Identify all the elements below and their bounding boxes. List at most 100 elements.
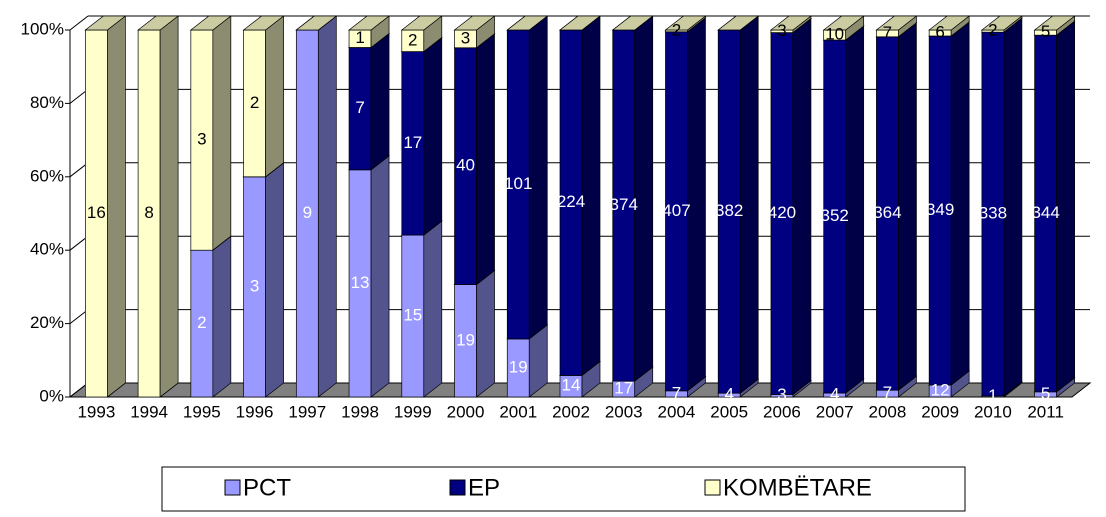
- bar-side: [423, 36, 443, 236]
- data-label: 101: [504, 174, 532, 193]
- bar-segment: [295, 15, 338, 398]
- x-tick-label: 2002: [552, 402, 590, 421]
- data-label: 10: [825, 24, 844, 43]
- bar-top: [453, 15, 496, 31]
- bar-top: [348, 15, 391, 31]
- data-label: 8: [144, 203, 153, 222]
- data-label: 7: [672, 383, 681, 402]
- data-label: 2: [988, 21, 997, 40]
- data-label: 5: [1041, 22, 1050, 41]
- y-tick-label: 40%: [30, 240, 64, 259]
- bar-top: [980, 15, 1023, 31]
- data-label: 2: [250, 93, 259, 112]
- data-label: 14: [562, 376, 581, 395]
- data-label: 5: [1041, 384, 1050, 403]
- bar-top: [400, 15, 443, 31]
- bar-segment: [348, 15, 391, 49]
- data-label: 12: [931, 380, 950, 399]
- data-label: 224: [557, 192, 585, 211]
- bar-segment: [558, 15, 602, 31]
- x-tick-label: 1999: [394, 402, 432, 421]
- data-label: 4: [830, 384, 839, 403]
- bar-top: [506, 15, 549, 31]
- y-tick-label: 80%: [30, 93, 64, 112]
- bar-side: [370, 155, 390, 398]
- grid-line: [69, 382, 89, 398]
- bar-side: [423, 220, 443, 398]
- data-label: 3: [197, 130, 206, 149]
- x-tick-label: 2001: [499, 402, 537, 421]
- grid-line: [69, 235, 89, 251]
- y-tick-label: 100%: [21, 19, 64, 38]
- bar-side: [476, 33, 495, 286]
- y-tick-label: 60%: [30, 166, 64, 185]
- bar-segment: [928, 15, 971, 37]
- data-label: 16: [87, 203, 106, 222]
- data-label: 40: [456, 156, 475, 175]
- bar-side: [212, 15, 232, 251]
- bar-top: [822, 15, 865, 31]
- bar-segment: [348, 155, 391, 398]
- legend-label: KOMBËTARE: [723, 474, 872, 501]
- bar-top: [1033, 15, 1076, 31]
- bar-side: [317, 15, 337, 398]
- bar-top: [84, 15, 127, 31]
- legend-swatch: [224, 479, 241, 496]
- bar-segment: [242, 15, 285, 178]
- x-tick-label: 2009: [921, 402, 959, 421]
- bar-side: [212, 235, 232, 398]
- data-label: 19: [456, 330, 475, 349]
- data-label: 6: [935, 22, 944, 41]
- data-label: 1: [988, 386, 997, 405]
- x-tick-label: 2004: [658, 402, 696, 421]
- grid-line: [69, 162, 89, 178]
- data-label: 4: [724, 385, 733, 404]
- legend-label: PCT: [243, 474, 291, 501]
- bar-segment: [611, 15, 654, 382]
- legend-swatch: [449, 479, 466, 496]
- data-label: 3: [777, 21, 786, 40]
- grid-line: [69, 89, 89, 104]
- data-label: 17: [403, 133, 422, 152]
- bar-segment: [400, 36, 443, 236]
- bar-segment: [137, 15, 180, 398]
- x-tick-label: 1998: [341, 402, 379, 421]
- data-label: 344: [1031, 203, 1059, 222]
- legend-box: [161, 466, 966, 512]
- bar-top: [295, 15, 338, 31]
- bar-segment: [506, 15, 549, 340]
- data-label: 7: [883, 23, 892, 42]
- data-label: 9: [303, 203, 312, 222]
- bar-segment: [506, 15, 549, 31]
- bar-top: [928, 15, 971, 31]
- bar-segment: [1033, 20, 1076, 393]
- bar-top: [875, 15, 918, 31]
- data-label: 338: [979, 204, 1007, 223]
- x-tick-label: 1996: [236, 402, 274, 421]
- data-label: 2: [672, 20, 681, 39]
- x-tick-label: 2011: [1027, 402, 1064, 421]
- bar-segment: [295, 15, 338, 31]
- bar-segment: [611, 15, 654, 31]
- x-tick-label: 1993: [77, 402, 115, 421]
- data-label: 352: [820, 206, 848, 225]
- bar-side: [159, 15, 179, 398]
- bar-segment: [453, 15, 496, 49]
- x-tick-label: 2000: [447, 402, 485, 421]
- data-label: 407: [662, 201, 690, 220]
- data-label: 374: [610, 195, 638, 214]
- bar-segment: [1033, 15, 1076, 36]
- bar-top: [137, 15, 180, 31]
- bar-side: [265, 15, 284, 178]
- x-tick-label: 2003: [605, 402, 643, 421]
- data-label: 17: [614, 379, 633, 398]
- grid-line: [69, 15, 89, 31]
- x-tick-label: 2006: [763, 402, 801, 421]
- bar-top: [242, 15, 285, 31]
- bar-segment: [400, 15, 443, 53]
- data-label: 19: [509, 357, 528, 376]
- data-label: 420: [768, 203, 796, 222]
- bar-top: [558, 15, 602, 31]
